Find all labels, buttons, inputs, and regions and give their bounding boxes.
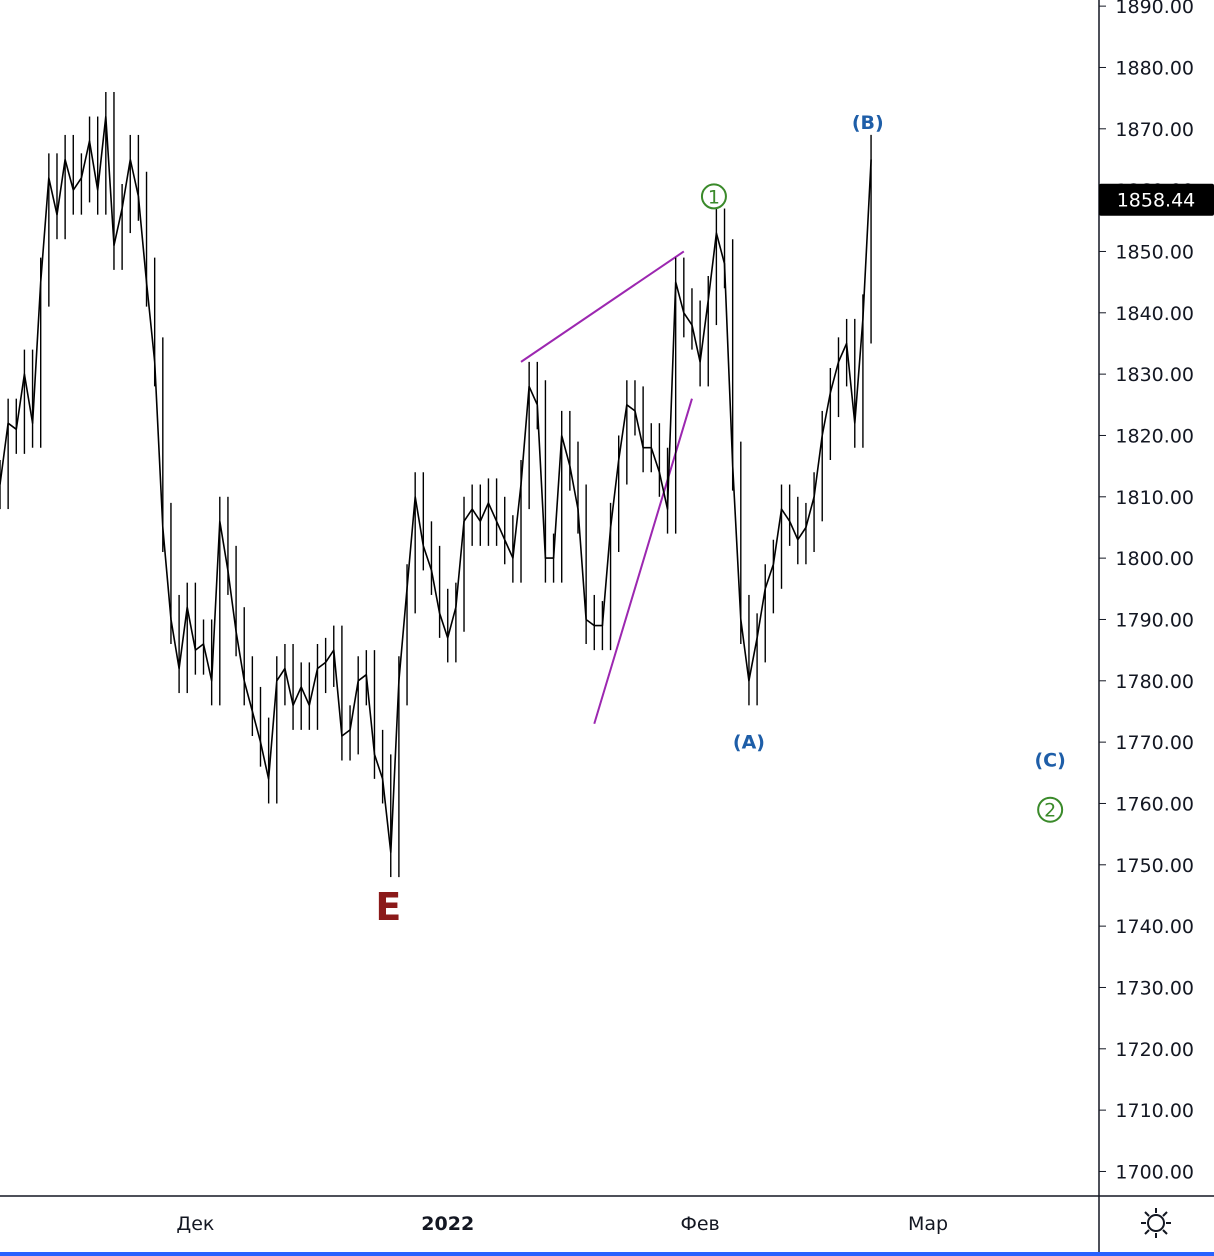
y-tick-label: 1850.00	[1115, 241, 1194, 263]
y-tick-label: 1770.00	[1115, 732, 1194, 754]
wave-trendline	[520, 250, 685, 363]
wave-label: 2	[1044, 800, 1056, 822]
x-tick-label: Фев	[680, 1213, 719, 1235]
wave-label: (B)	[852, 112, 884, 134]
x-tick-label: Мар	[908, 1213, 948, 1235]
y-tick-label: 1720.00	[1115, 1039, 1194, 1061]
x-tick-label: Дек	[176, 1213, 214, 1235]
y-tick-label: 1890.00	[1115, 0, 1194, 18]
price-line	[0, 115, 872, 854]
current-price-label: 1858.44	[1117, 190, 1196, 212]
y-tick-label: 1760.00	[1115, 793, 1194, 815]
wave-annotations-layer: (B) (A) (C) 1 2 E	[375, 112, 1065, 929]
y-tick-label: 1820.00	[1115, 425, 1194, 447]
current-price-tag-background	[1099, 183, 1214, 216]
price-series-layer	[0, 92, 872, 878]
price-axis[interactable]: 1890.001880.001870.001860.001850.001840.…	[1099, 0, 1194, 1183]
wave-label: (A)	[733, 731, 765, 753]
wave-circle-mark	[700, 183, 727, 210]
y-tick-label: 1810.00	[1115, 487, 1194, 509]
wave-label: 1	[708, 186, 720, 208]
y-tick-label: 1880.00	[1115, 57, 1194, 79]
y-tick-label: 1790.00	[1115, 609, 1194, 631]
y-tick-label: 1700.00	[1115, 1161, 1194, 1183]
y-tick-label: 1750.00	[1115, 855, 1194, 877]
wave-label: E	[375, 885, 401, 929]
y-tick-label: 1800.00	[1115, 548, 1194, 570]
wave-circle-mark	[1037, 796, 1064, 823]
sun-gear-icon[interactable]	[1141, 1208, 1171, 1238]
x-tick-label: 2022	[421, 1213, 474, 1235]
y-tick-label: 1710.00	[1115, 1100, 1194, 1122]
y-tick-label: 1780.00	[1115, 671, 1194, 693]
y-tick-label: 1870.00	[1115, 119, 1194, 141]
y-tick-label: 1840.00	[1115, 303, 1194, 325]
current-price-tag: 1858.44	[1099, 183, 1214, 216]
time-axis[interactable]: Дек 2022 Фев Мар	[176, 1213, 948, 1235]
y-tick-label: 1730.00	[1115, 977, 1194, 999]
y-tick-label: 1740.00	[1115, 916, 1194, 938]
wave-label: (C)	[1034, 750, 1065, 772]
y-tick-label: 1830.00	[1115, 364, 1194, 386]
trendlines-layer	[520, 250, 693, 725]
